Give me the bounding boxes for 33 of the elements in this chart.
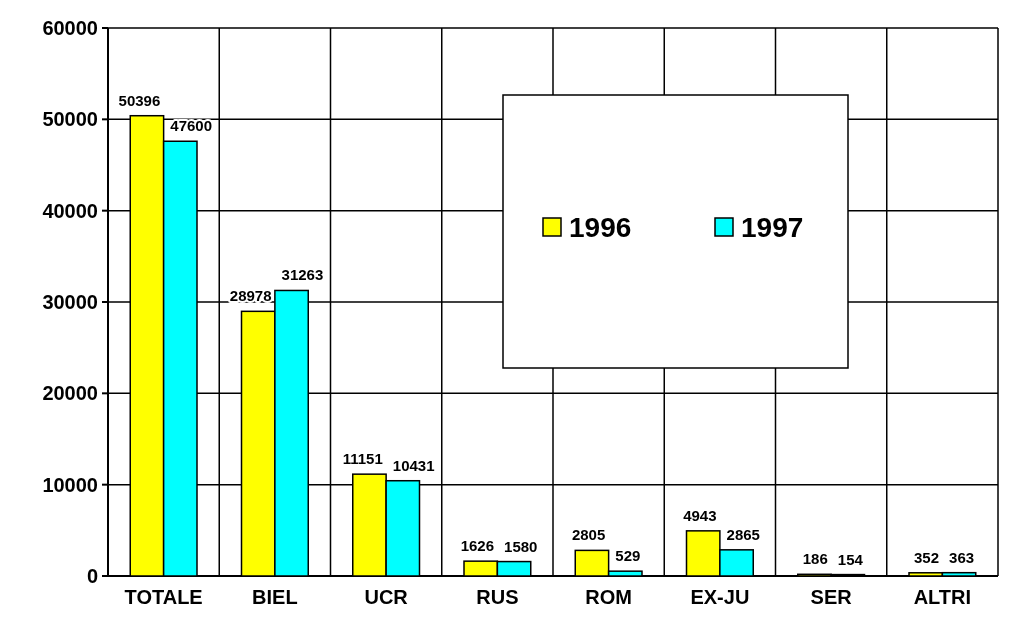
legend-label: 1996 (569, 211, 632, 243)
y-tick-label: 60000 (42, 17, 98, 39)
y-tick-label: 0 (86, 565, 98, 587)
data-label: 1626 (460, 537, 495, 555)
data-label: 50396 (118, 91, 161, 109)
y-tick-label: 50000 (42, 108, 98, 131)
data-label: 47600 (170, 117, 213, 135)
x-tick-label: EX-JU (690, 586, 750, 608)
x-tick-label: BIEL (252, 586, 298, 608)
data-label: 363 (949, 548, 975, 566)
legend-label: 1997 (741, 211, 804, 243)
data-label: 529 (615, 547, 641, 565)
data-label: 2865 (726, 525, 760, 543)
y-tick-label: 40000 (42, 199, 98, 222)
x-tick-label: RUS (476, 586, 519, 608)
x-tick-label: UCR (364, 586, 409, 608)
data-label: 1580 (504, 537, 538, 555)
x-tick-label: TOTALE (124, 586, 203, 608)
data-label: 352 (914, 548, 940, 566)
x-tick-label: ROM (585, 586, 632, 608)
y-tick-label: 10000 (42, 473, 98, 496)
data-label: 4943 (683, 506, 717, 524)
data-label: 11151 (342, 450, 383, 468)
x-tick-label: ALTRI (913, 586, 972, 608)
data-label: 28978 (229, 287, 272, 305)
x-tick-label: SER (810, 586, 853, 608)
data-label: 31263 (281, 266, 324, 284)
data-label: 10431 (392, 456, 435, 474)
y-tick-label: 30000 (42, 291, 98, 313)
data-label: 154 (837, 550, 864, 568)
data-label: 186 (802, 550, 828, 568)
data-label: 2805 (571, 526, 606, 544)
y-tick-label: 20000 (42, 382, 98, 405)
